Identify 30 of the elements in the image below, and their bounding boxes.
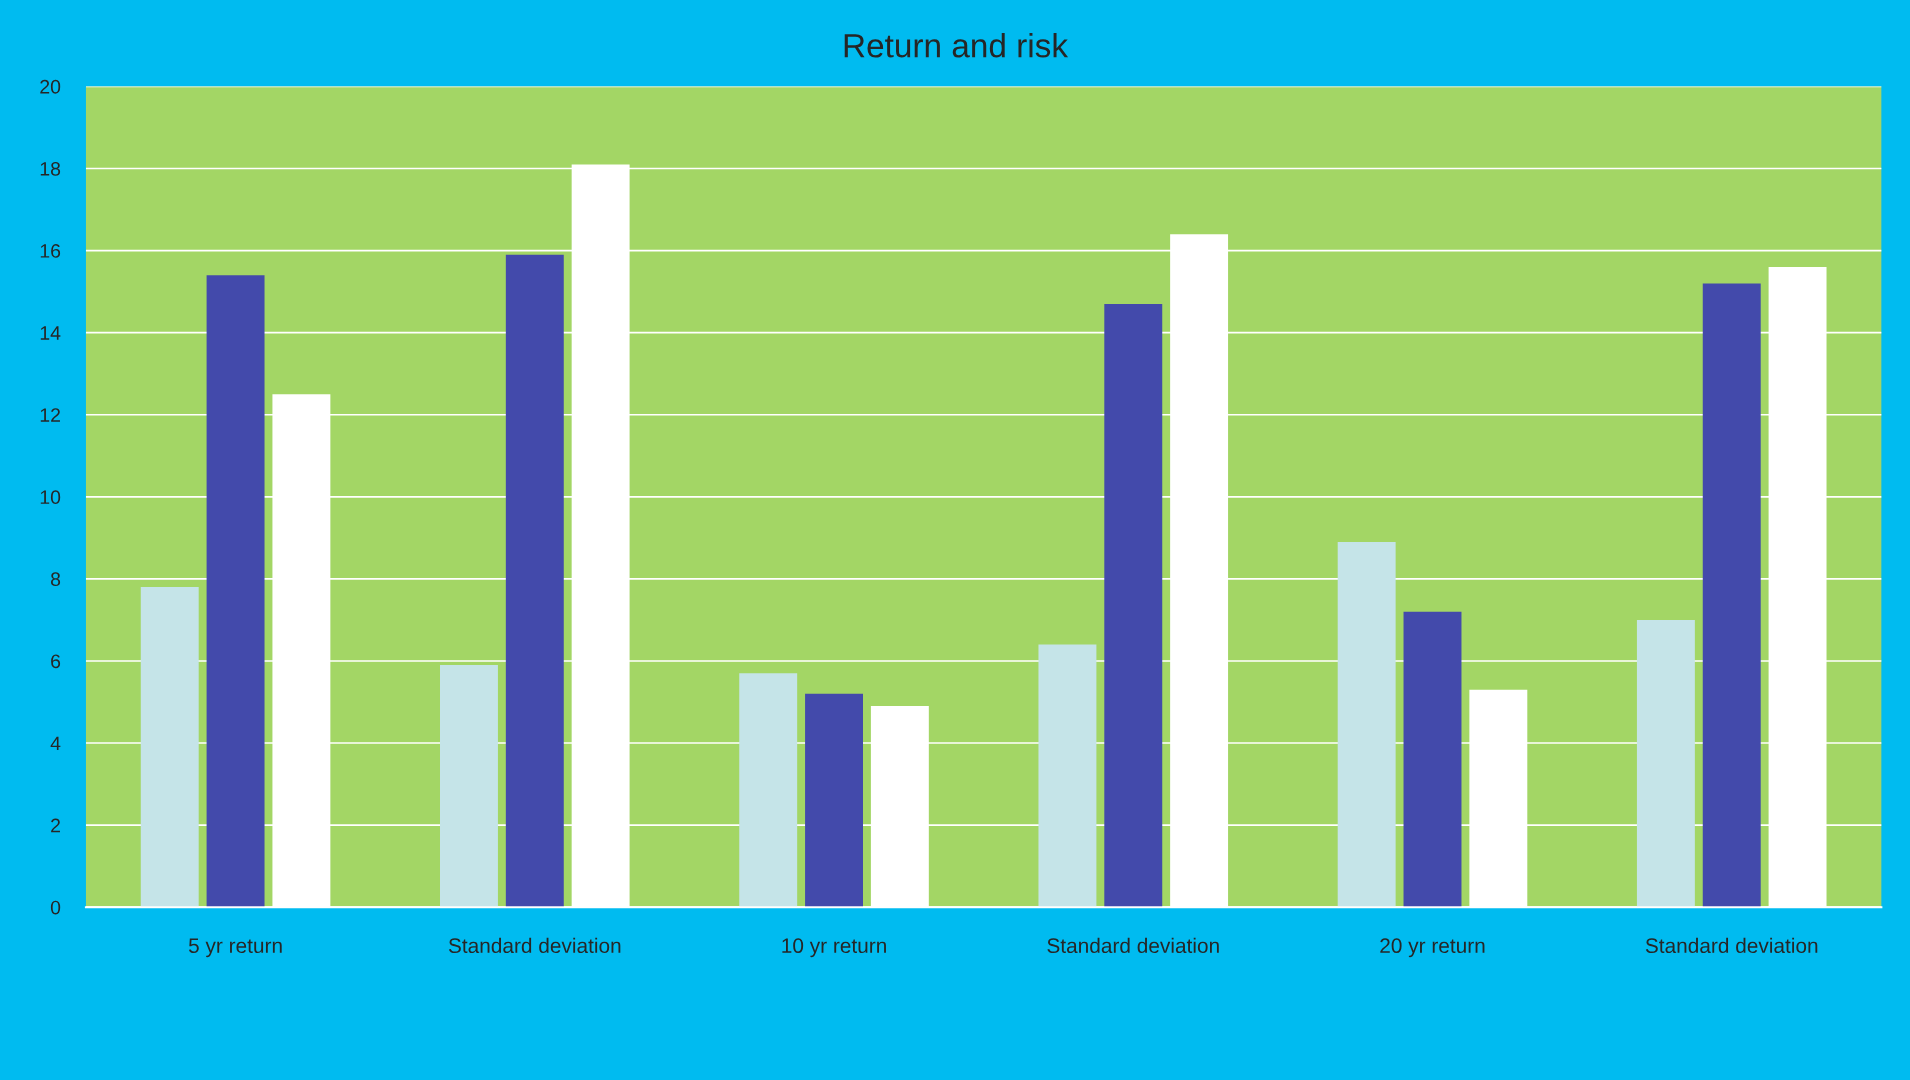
bar (440, 665, 498, 908)
bar (1702, 283, 1761, 908)
chart-title: Return and risk (844, 33, 1069, 58)
x-tick-label: Standard deviation (1047, 937, 1219, 954)
y-tick-label: 0 (50, 900, 61, 915)
bar (1038, 644, 1097, 908)
y-tick-label: 10 (40, 490, 61, 505)
y-tick-label: 16 (40, 244, 61, 258)
bar (140, 587, 199, 908)
x-tick-label: Standard deviation (448, 937, 621, 954)
y-tick-label: 18 (40, 161, 61, 176)
x-tick-label: 20 yr return (1380, 938, 1485, 958)
y-tick-label: 12 (40, 408, 60, 422)
x-tick-label: 5 yr return (188, 938, 282, 958)
bar (805, 693, 863, 908)
bar (1636, 619, 1695, 908)
bar (505, 254, 564, 908)
bar (739, 673, 798, 908)
y-tick-label: 2 (51, 818, 60, 833)
y-tick-label: 4 (50, 736, 61, 751)
y-tick-label: 8 (50, 572, 61, 587)
y-tick-label: 20 (40, 79, 61, 94)
bar (206, 275, 265, 908)
bar (1403, 611, 1462, 908)
bar (1337, 541, 1396, 908)
x-tick-label: 10 yr return (782, 938, 886, 958)
y-tick-label: 14 (40, 326, 61, 340)
y-tick-label: 6 (51, 654, 61, 669)
bar (1104, 303, 1163, 908)
x-tick-label: Standard deviation (1645, 937, 1818, 954)
